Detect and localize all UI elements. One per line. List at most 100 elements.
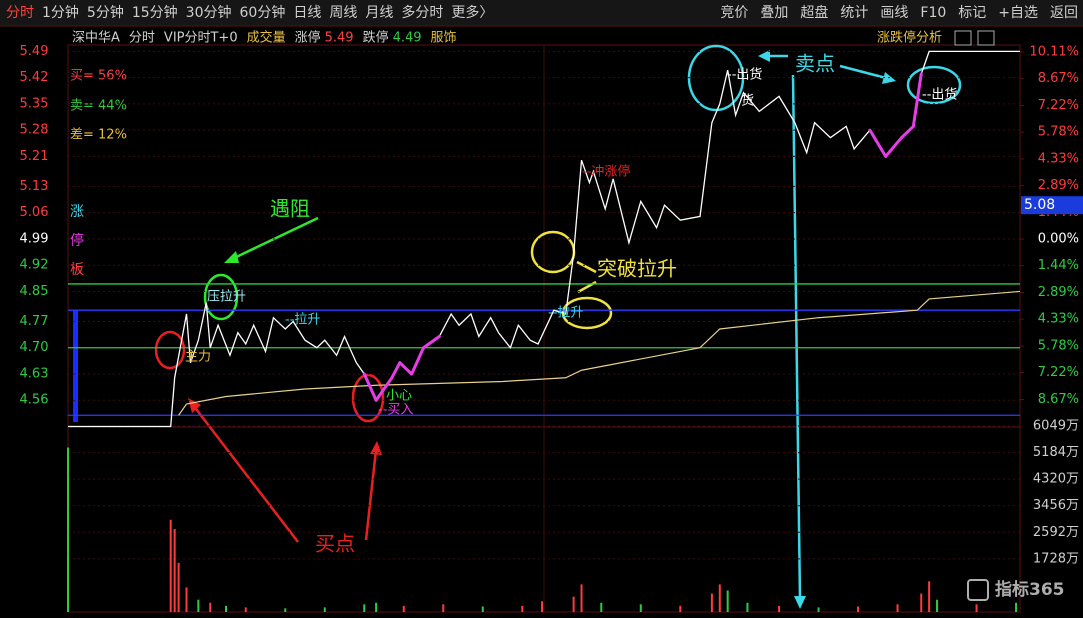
highlight-segment (374, 376, 394, 402)
highlight-segment (410, 346, 426, 376)
toolbar-button[interactable]: 统计 (840, 5, 868, 21)
toolbar-button[interactable]: +自选 (998, 5, 1038, 21)
toolbar-tab[interactable]: 1分钟 (42, 4, 79, 21)
toolbar-tab[interactable]: 更多〉 (451, 4, 493, 21)
volume-tick-label: 5184万 (1033, 445, 1079, 460)
toolbar-tab[interactable]: 60分钟 (240, 4, 286, 21)
toolbar-button[interactable]: 返回 (1050, 5, 1078, 21)
watermark-logo (967, 579, 989, 601)
limit-tag: 板 (70, 262, 84, 278)
y2-tick-label: 7.22% (1038, 365, 1079, 380)
toolbar-button[interactable]: 超盘 (800, 4, 828, 21)
arrow (791, 74, 802, 601)
header-limit-up: 5.49 (325, 31, 354, 46)
y2-tick-label: 7.22% (1038, 98, 1079, 113)
toolbar-tab[interactable]: 30分钟 (186, 4, 232, 21)
toolbar-tab[interactable]: 多分时 (401, 4, 443, 21)
y-tick-label: 4.85 (20, 284, 49, 299)
analysis-button[interactable]: 涨跌停分析 (877, 30, 942, 46)
arrow (576, 260, 597, 274)
toolbar-tab[interactable]: 周线 (329, 5, 357, 21)
highlight-segment (884, 136, 903, 158)
volume-tick-label: 6049万 (1033, 419, 1079, 434)
y2-tick-label: 4.33% (1038, 151, 1079, 166)
y-tick-label: 4.92 (20, 258, 49, 273)
y-tick-label: 5.35 (20, 96, 49, 111)
arrow (839, 64, 887, 80)
annotation: 突破拉升 (597, 257, 677, 281)
toolbar-tab[interactable]: 日线 (293, 5, 321, 21)
highlight-segment (422, 334, 441, 350)
price-line (178, 290, 1021, 416)
arrow (364, 449, 378, 541)
toolbar-tab[interactable]: 5分钟 (87, 4, 124, 21)
annotation: 小心 (386, 389, 412, 404)
y2-tick-label: 1.44% (1038, 258, 1079, 273)
y-tick-label: 4.56 (20, 393, 49, 408)
annotation: --出货 (922, 87, 957, 103)
y2-tick-label: 0.00% (1038, 232, 1079, 247)
y-tick-label: 4.70 (20, 340, 49, 355)
header-indicator: 成交量 (247, 30, 286, 46)
y2-tick-label: 2.89% (1038, 285, 1079, 300)
arrow (192, 404, 299, 543)
highlight-segment (911, 72, 923, 128)
y-tick-label: 5.28 (20, 123, 49, 138)
y2-tick-label: 4.33% (1038, 312, 1079, 327)
diff-ratio: 差= 12% (70, 128, 127, 143)
highlight-segment (868, 128, 888, 158)
y-tick-label: 4.99 (20, 231, 49, 246)
y2-tick-label: 5.78% (1038, 339, 1079, 354)
volume-tick-label: 4320万 (1033, 472, 1079, 487)
y-tick-label: 5.49 (20, 44, 49, 59)
price-line (68, 50, 1020, 428)
header-sector: 服饰 (431, 31, 457, 46)
y2-tick-label: 5.78% (1038, 125, 1079, 140)
circle (351, 373, 385, 423)
toolbar-button[interactable]: 叠加 (760, 5, 788, 21)
header-limit-down: 4.49 (393, 31, 422, 46)
header-vip: VIP分时T+0 (164, 31, 238, 46)
buy-ratio: 买= 56% (70, 69, 127, 84)
limit-tag: 停 (70, 232, 84, 249)
toolbar-tab[interactable]: 分时 (6, 5, 34, 21)
icon-button[interactable] (977, 30, 995, 46)
toolbar-button[interactable]: 画线 (880, 5, 908, 21)
toolbar (0, 0, 1083, 26)
y-tick-label: 4.77 (20, 314, 49, 329)
last-price: 5.08 (1024, 197, 1055, 213)
header-mode: 分时 (129, 31, 155, 46)
volume-tick-label: 3456万 (1033, 498, 1079, 513)
toolbar-button[interactable]: 竞价 (720, 4, 748, 21)
circle (906, 65, 962, 105)
annotation: 卖点 (795, 52, 835, 76)
toolbar-tab[interactable]: 月线 (365, 5, 393, 21)
last-price-box (1021, 196, 1083, 215)
highlight-segment (398, 361, 414, 376)
y-tick-label: 5.13 (20, 179, 49, 194)
circle (203, 273, 239, 321)
volume-tick-label: 1728万 (1033, 551, 1079, 566)
annotation: 货 (741, 93, 754, 109)
y2-tick-label: 10.11% (1029, 45, 1079, 60)
icon-button[interactable] (954, 30, 972, 46)
arrow-head (188, 398, 201, 413)
watermark: 指标365 (995, 579, 1065, 600)
y-tick-label: 4.63 (20, 366, 49, 381)
annotation: --出货 (727, 67, 762, 83)
annotation: 遇阻 (270, 197, 310, 221)
y2-tick-label: 8.67% (1038, 392, 1079, 407)
toolbar-button[interactable]: F10 (920, 5, 946, 21)
circle (530, 230, 576, 274)
highlight-segment (899, 124, 915, 140)
limit-tag: 涨 (70, 204, 84, 220)
annotation: 压拉升 (207, 290, 246, 305)
sell-ratio: 卖= 44% (70, 99, 127, 114)
toolbar-tab[interactable]: 15分钟 (132, 4, 178, 21)
toolbar-button[interactable]: 标记 (958, 5, 986, 21)
circle (154, 330, 186, 370)
y-tick-label: 5.42 (20, 70, 49, 85)
annotation: 买点 (315, 532, 355, 556)
annotation: --拉升 (548, 306, 583, 321)
header-limit-down-label: 跌停 (363, 30, 389, 46)
